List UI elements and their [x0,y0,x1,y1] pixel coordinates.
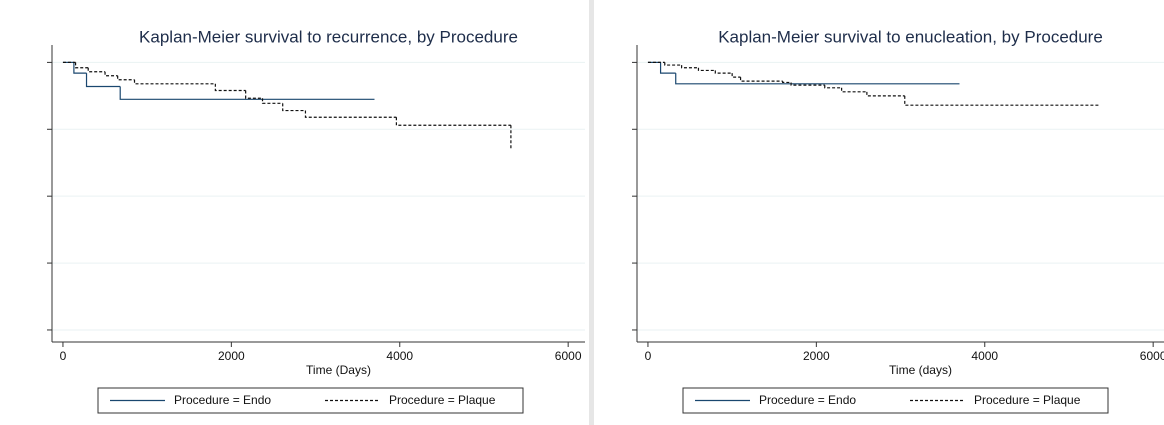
chart-title: Kaplan-Meier survival to recurrence, by … [139,27,518,46]
legend-label: Procedure = Endo [174,393,271,407]
survival-step [664,62,682,66]
survival-step [117,75,135,81]
panel-separator [589,0,594,425]
survival-step [119,86,375,100]
survival-step [73,62,87,74]
legend-label: Procedure = Plaque [974,393,1081,407]
survival-step [85,73,121,88]
x-tick-label: 2000 [803,349,830,363]
survival-step [659,62,676,74]
survival-step [74,62,89,69]
x-tick-label: 0 [60,349,67,363]
survival-step [133,79,216,85]
survival-step [104,71,118,77]
chart-title: Kaplan-Meier survival to enucleation, by… [718,27,1103,46]
x-tick-label: 4000 [971,349,998,363]
survival-step [824,85,842,89]
survival-step [841,87,867,93]
x-tick-label: 4000 [386,349,413,363]
survival-step [731,73,741,78]
survival-step [214,83,246,92]
x-tick-label: 6000 [1140,349,1164,363]
survival-step [697,67,716,72]
survival-step [282,103,306,112]
legend-box [682,387,1109,414]
survival-step [739,77,783,82]
survival-step [866,91,905,97]
x-tick-label: 0 [645,349,652,363]
survival-step [395,117,511,126]
legend-label: Procedure = Endo [759,393,856,407]
x-tick-label: 6000 [555,349,582,363]
survival-step [714,70,733,74]
survival-step [245,90,263,99]
x-axis-label: Time (Days) [306,363,371,377]
survival-step [304,110,397,118]
survival-step [681,65,699,69]
x-axis-label: Time (days) [889,363,952,377]
legend-label: Procedure = Plaque [389,393,496,407]
x-tick-label: 2000 [218,349,245,363]
survival-step [87,67,106,73]
legend-box [97,387,524,414]
survival-step [675,73,960,85]
survival-step [790,82,825,86]
survival-step [782,81,792,84]
survival-step [261,98,283,104]
